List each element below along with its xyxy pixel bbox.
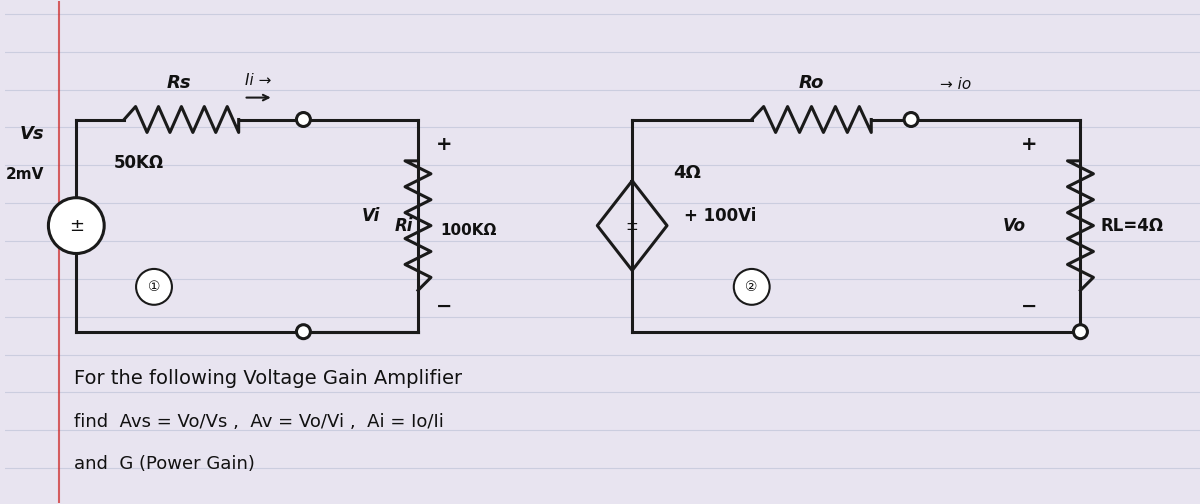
Text: Ro: Ro (799, 74, 824, 92)
Text: Vi: Vi (361, 207, 380, 225)
Text: −: − (436, 297, 452, 317)
Text: and  G (Power Gain): and G (Power Gain) (74, 455, 256, 473)
Text: RL=4Ω: RL=4Ω (1100, 217, 1164, 234)
Circle shape (733, 269, 769, 305)
Text: +: + (1021, 135, 1037, 154)
Text: Rs: Rs (167, 74, 191, 92)
Circle shape (48, 198, 104, 254)
Text: Vo: Vo (1003, 217, 1026, 234)
Text: + 100Vi: + 100Vi (684, 207, 756, 225)
Text: ±: ± (68, 217, 84, 234)
Circle shape (296, 325, 311, 339)
Text: 4Ω: 4Ω (673, 164, 701, 182)
Circle shape (904, 112, 918, 127)
Text: For the following Voltage Gain Amplifier: For the following Voltage Gain Amplifier (74, 368, 462, 388)
Text: ①: ① (148, 280, 161, 294)
Circle shape (296, 112, 311, 127)
Text: 100KΩ: 100KΩ (440, 223, 497, 238)
Text: ②: ② (745, 280, 758, 294)
Text: +: + (436, 135, 452, 154)
Text: Vs: Vs (19, 125, 44, 144)
Text: 2mV: 2mV (6, 167, 44, 182)
Circle shape (136, 269, 172, 305)
Text: → io: → io (941, 77, 972, 92)
Text: find  Avs = Vo/Vs ,  Av = Vo/Vi ,  Ai = Io/Ii: find Avs = Vo/Vs , Av = Vo/Vi , Ai = Io/… (74, 413, 444, 431)
Text: −: − (1021, 297, 1037, 317)
Text: 50KΩ: 50KΩ (114, 154, 164, 172)
Text: ±: ± (625, 218, 638, 233)
Circle shape (1074, 325, 1087, 339)
Text: Ii →: Ii → (246, 73, 271, 88)
Text: Ri: Ri (395, 217, 413, 234)
